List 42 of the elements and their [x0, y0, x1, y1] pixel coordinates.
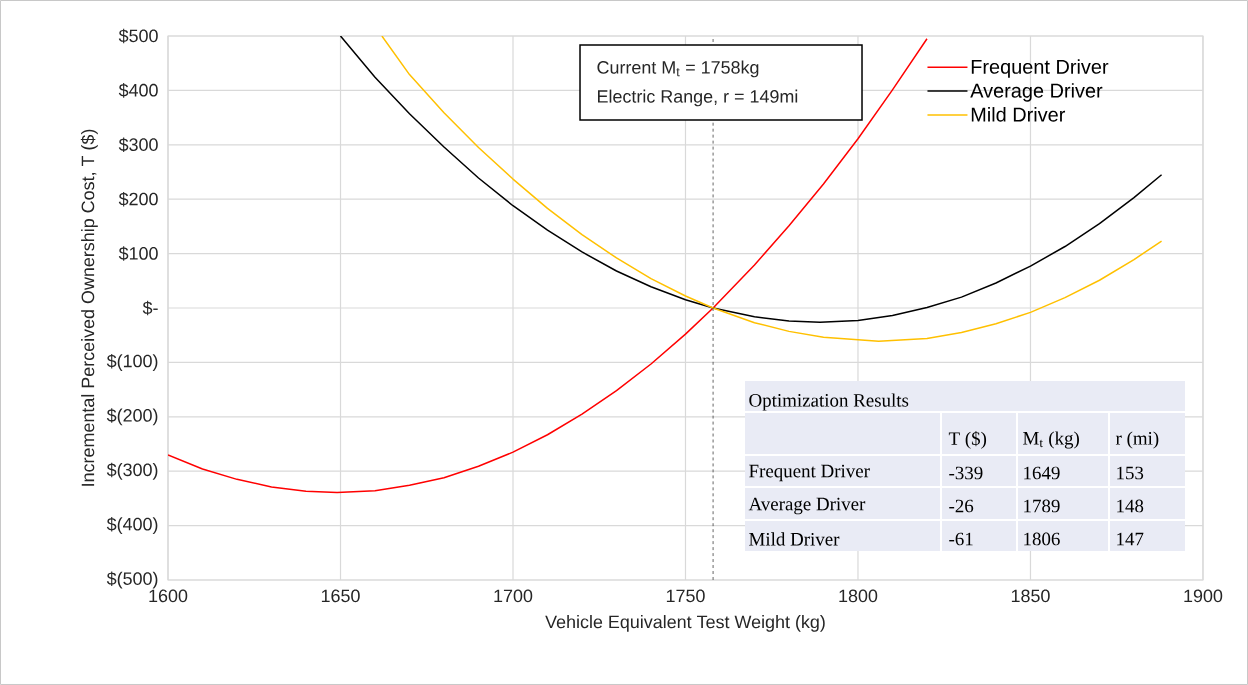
annotation: Frequent Driver — [749, 464, 870, 482]
annotation: -61 — [949, 532, 973, 546]
annotation: 153 — [1117, 466, 1144, 480]
y-tick-label: $500 — [118, 28, 158, 44]
annotation: -26 — [949, 499, 974, 513]
annotation: 147 — [1117, 532, 1144, 546]
annotation: T ($) — [948, 431, 987, 449]
annotation: r (mi) — [1115, 431, 1159, 449]
y-tick-label: $(500) — [106, 571, 158, 589]
annotation: 148 — [1117, 499, 1144, 513]
annotation: 1806 — [1024, 532, 1060, 546]
legend-label: Frequent Driver — [971, 59, 1109, 78]
x-tick-label: 1650 — [321, 589, 360, 603]
y-tick-label: $- — [142, 300, 158, 316]
x-tick-label: 1700 — [494, 589, 533, 603]
annotation: -339 — [949, 466, 983, 480]
y-tick-label: $200 — [118, 191, 158, 207]
x-tick-label: 1800 — [839, 589, 878, 603]
x-tick-label: 1900 — [1184, 589, 1223, 603]
y-tick-label: $100 — [118, 246, 158, 261]
annotation: M$_{t}$ (kg) — [1023, 431, 1079, 449]
x-axis-title: Vehicle Equivalent Test Weight (kg) — [545, 615, 825, 632]
y-tick-label: $(100) — [106, 353, 158, 371]
x-tick-label: 1600 — [149, 589, 188, 603]
annotation: 1649 — [1024, 466, 1060, 480]
annotation: 1789 — [1024, 499, 1060, 513]
y-axis-title: Incremental Perceived Ownership Cost, T ($) — [80, 129, 98, 486]
y-tick-label: $(300) — [106, 462, 158, 480]
annotation: Mild Driver — [749, 532, 840, 546]
x-tick-label: 1750 — [666, 589, 705, 603]
x-tick-label: 1850 — [1011, 589, 1050, 603]
y-tick-label: $(200) — [106, 408, 158, 426]
annotation: Electric Range, r = 149mi — [598, 89, 798, 107]
line-series — [168, 37, 928, 494]
annotation: Current M$_{t}$ = 1758kg — [597, 60, 759, 78]
legend-label: Average Driver — [970, 83, 1103, 102]
y-tick-label: $(400) — [106, 517, 158, 535]
annotation: Average Driver — [748, 497, 866, 515]
y-tick-label: $400 — [118, 83, 158, 98]
annotation: Optimization Results — [749, 393, 909, 411]
y-tick-label: $300 — [118, 137, 158, 153]
legend-label: Mild Driver — [971, 107, 1066, 122]
